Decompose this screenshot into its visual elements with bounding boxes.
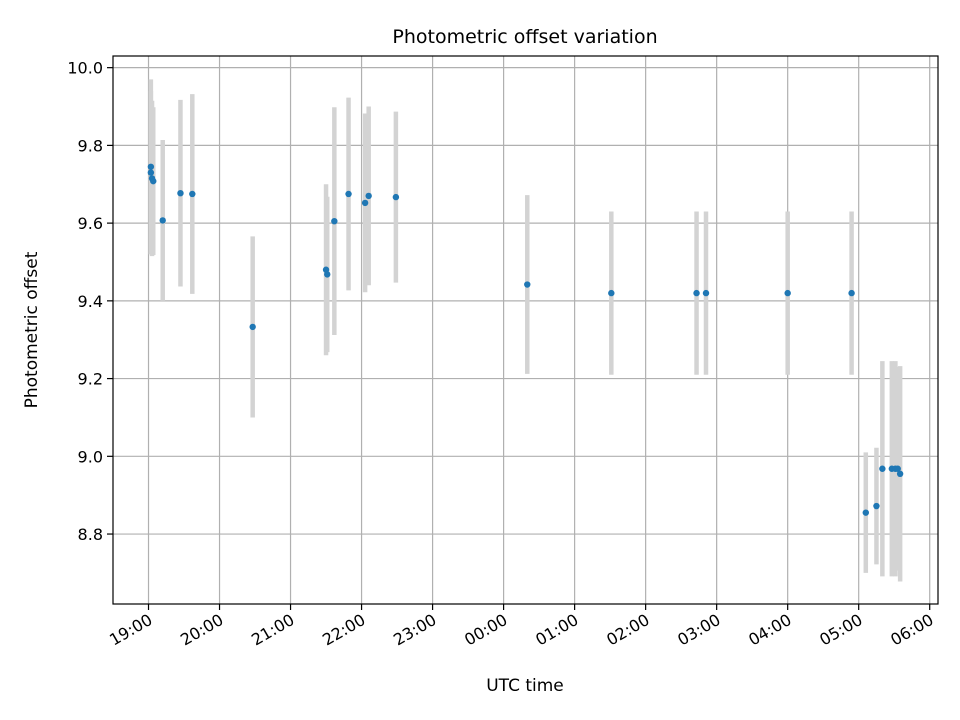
data-point	[147, 169, 155, 176]
data-point	[392, 193, 400, 201]
data-point	[693, 289, 700, 297]
data-point	[862, 509, 869, 516]
data-point	[896, 470, 904, 478]
y-tick-label: 10.0	[67, 59, 103, 78]
chart-title: Photometric offset variation	[392, 26, 657, 48]
data-point	[249, 323, 256, 331]
y-tick-label: 9.8	[78, 136, 103, 155]
y-tick-label: 9.0	[78, 447, 103, 466]
y-tick-label: 9.4	[78, 292, 103, 311]
data-point	[873, 502, 880, 510]
data-point	[848, 289, 855, 297]
data-point	[345, 190, 352, 198]
data-point	[702, 289, 710, 297]
x-axis-label: UTC time	[486, 676, 564, 696]
data-point	[189, 190, 196, 198]
data-point	[147, 163, 155, 170]
data-points	[147, 163, 904, 516]
y-tick-label: 8.8	[78, 525, 103, 544]
y-axis-label: Photometric offset	[22, 251, 42, 408]
y-axis-ticks: 8.8 9.0 9.2 9.4 9.6 9.8 10.0	[67, 59, 113, 544]
data-point	[894, 465, 901, 472]
data-point	[324, 271, 331, 278]
plot-frame	[112, 55, 939, 605]
data-point	[177, 189, 184, 197]
data-point	[879, 465, 886, 472]
data-point	[150, 177, 157, 185]
data-point	[159, 217, 166, 224]
data-point	[331, 217, 338, 225]
data-point	[365, 192, 372, 200]
data-point	[361, 199, 369, 207]
y-tick-label: 9.2	[78, 370, 103, 389]
data-point	[608, 289, 615, 297]
y-tick-label: 9.6	[78, 214, 103, 233]
data-point	[784, 289, 791, 297]
data-point	[524, 281, 531, 288]
